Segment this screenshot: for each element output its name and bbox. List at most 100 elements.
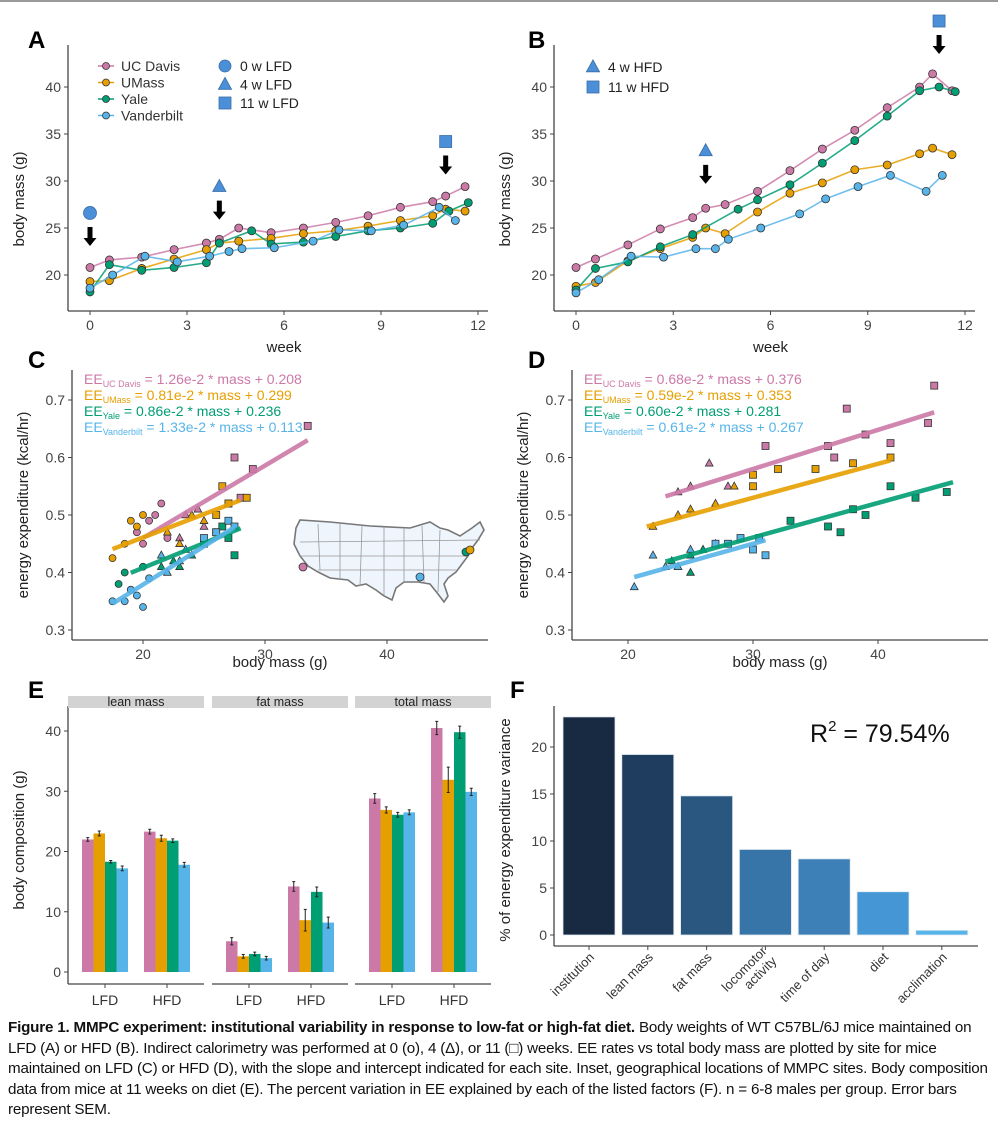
x-tick-label-line: diet	[866, 949, 892, 975]
data-point	[749, 482, 757, 491]
data-point	[821, 194, 831, 204]
y-tick-label: 30	[45, 783, 61, 799]
data-point	[140, 251, 150, 261]
error-bar	[253, 951, 257, 957]
panel-f: F 0 5 10 15 20 % of energy expenditure varianc…	[497, 677, 978, 1006]
data-point	[626, 251, 636, 261]
panel-letter: E	[28, 677, 44, 704]
x-tick-label-line: lean mass	[603, 949, 656, 1002]
data-point	[749, 545, 757, 554]
data-point	[441, 191, 451, 201]
data-point	[934, 82, 944, 92]
equation-ee: EE	[84, 419, 103, 435]
y-tick-label: 40	[45, 723, 61, 739]
y-tick-label: 0.3	[46, 622, 66, 638]
bar	[797, 858, 851, 936]
error-bar	[241, 954, 245, 959]
error-bar	[326, 916, 330, 929]
data-point	[849, 459, 857, 468]
bar	[249, 953, 261, 972]
equation-subscript: Vanderbilt	[603, 427, 643, 437]
data-point	[428, 211, 438, 221]
data-point	[753, 195, 762, 205]
bar	[82, 839, 94, 972]
error-bar	[469, 787, 473, 796]
x-tick-label: acclimation	[893, 950, 950, 1007]
y-axis-label: body mass (g)	[11, 151, 28, 246]
bar	[226, 941, 238, 972]
bar	[856, 891, 910, 936]
triangle-timepoint-marker	[212, 178, 227, 192]
equation-label: EEVanderbilt = 1.33e-2 * mass + 0.113	[84, 419, 303, 437]
data-point	[924, 419, 932, 427]
data-point	[733, 204, 743, 214]
x-tick-label: HFD	[153, 992, 182, 1008]
bar	[116, 868, 128, 972]
bar	[288, 886, 300, 972]
bar	[562, 716, 616, 936]
error-bar	[292, 881, 296, 892]
data-point	[850, 136, 860, 145]
equation-ee: EE	[584, 387, 603, 403]
data-point	[224, 516, 233, 525]
y-tick-label: 0.6	[546, 450, 566, 466]
data-point	[704, 458, 714, 467]
error-bar	[396, 811, 400, 818]
x-tick-label: 6	[280, 317, 288, 333]
series-yale	[571, 82, 960, 295]
error-bar	[159, 834, 163, 842]
data-point	[817, 144, 827, 154]
x-tick-label: LFD	[379, 992, 405, 1008]
data-point	[156, 550, 166, 559]
x-tick-label: HFD	[440, 992, 469, 1008]
y-axis-label: body mass (g)	[497, 151, 514, 246]
y-tick-label: 10	[531, 833, 547, 849]
data-point	[594, 275, 604, 285]
facet-strip	[355, 696, 491, 708]
top-border	[0, 0, 998, 2]
data-point	[163, 534, 172, 542]
series-line	[575, 147, 953, 288]
data-point	[230, 453, 239, 462]
bar	[680, 795, 733, 936]
data-point	[629, 581, 639, 591]
data-point	[108, 554, 117, 563]
y-tick-label: 0.5	[546, 507, 566, 523]
data-point	[139, 539, 147, 548]
x-tick-label: 3	[669, 317, 677, 333]
data-point	[234, 236, 244, 246]
x-tick-label: 3	[183, 317, 191, 333]
data-point	[169, 245, 179, 255]
panel-c: C 0.3 0.4 0.5 0.6 0.7 20 30 40 energy expenditure…	[15, 347, 488, 671]
legend-label: 0 w LFD	[240, 58, 292, 74]
data-point	[199, 521, 209, 530]
facet-label: lean mass	[108, 695, 165, 709]
data-point	[842, 404, 851, 413]
data-point	[701, 203, 711, 213]
data-point	[811, 465, 820, 473]
equation-label: EEUMass = 0.81e-2 * mass + 0.299	[84, 387, 292, 405]
annotation-base: R	[810, 720, 828, 748]
arrow-down-icon	[699, 164, 713, 184]
data-point	[247, 226, 257, 236]
data-point	[591, 254, 600, 264]
error-bar	[171, 838, 175, 843]
data-point	[817, 178, 827, 188]
error-bar	[458, 725, 462, 739]
data-point	[114, 580, 123, 588]
y-axis-label: energy expenditure (kcal/hr)	[15, 412, 32, 599]
bar	[105, 861, 117, 972]
x-tick-label: 0	[572, 317, 580, 333]
data-point	[145, 516, 154, 525]
series-uc-davis	[571, 69, 957, 272]
data-point	[120, 568, 129, 577]
data-point	[237, 244, 247, 254]
x-tick-label: time of day	[777, 949, 833, 1005]
triangle-legend-icon	[585, 58, 601, 73]
data-point	[850, 125, 860, 135]
data-point	[795, 209, 805, 219]
panel-a: A 20 25 30 35 40 0 3 6 9 12 body mass (g) week UC Dav…	[11, 27, 488, 356]
regression-line	[664, 410, 935, 499]
equation-label: EEUC Davis = 1.26e-2 * mass + 0.208	[84, 371, 302, 389]
data-point	[729, 481, 739, 490]
